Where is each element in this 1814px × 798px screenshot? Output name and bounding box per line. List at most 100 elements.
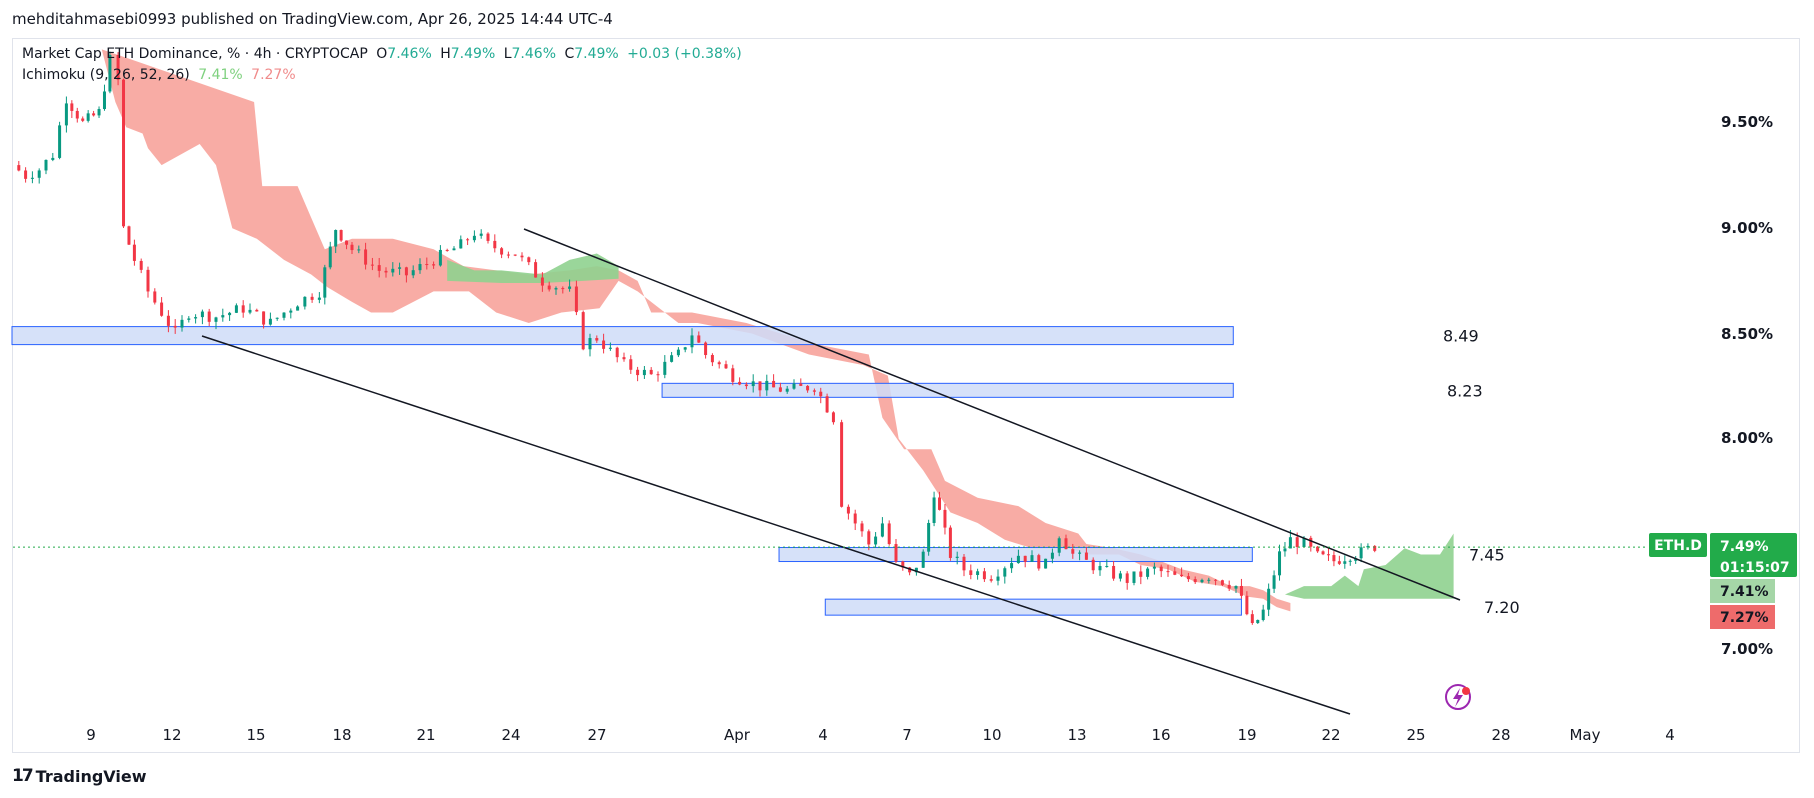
candle-body <box>153 291 157 303</box>
last-price-value: 7.49% <box>1720 539 1769 555</box>
candle-body <box>880 523 884 537</box>
candle-body <box>1112 565 1116 579</box>
candle-body <box>1337 561 1341 564</box>
candle-body <box>432 264 436 266</box>
candle-body <box>982 571 986 580</box>
candle-body <box>513 254 517 256</box>
candle-body <box>1278 551 1282 576</box>
cloud-bullish-region <box>447 253 619 283</box>
candle-body <box>275 317 279 319</box>
candle-body <box>438 249 442 266</box>
candle-body <box>1283 548 1287 552</box>
candle-body <box>724 364 728 369</box>
candle-body <box>825 396 829 413</box>
candle-body <box>310 296 314 300</box>
y-tick-label: 9.50% <box>1721 113 1773 131</box>
y-tick-label: 8.50% <box>1721 325 1773 343</box>
candle-body <box>717 362 721 365</box>
ohlc-change: +0.03 (+0.38%) <box>627 46 742 62</box>
candle-body <box>602 340 606 349</box>
candle-body <box>534 262 538 278</box>
x-tick-label: 18 <box>332 726 351 744</box>
candle-body <box>1239 585 1243 596</box>
candle-body <box>792 383 796 389</box>
level-label-7.45: 7.45 <box>1469 546 1505 565</box>
candle-body <box>166 315 170 326</box>
candle-body <box>303 296 307 307</box>
candle-body <box>268 318 272 325</box>
support-resistance-zones: 8.49 8.23 7.45 7.20 <box>11 326 1520 617</box>
candle-body <box>296 306 300 311</box>
candle-body <box>108 54 112 92</box>
x-tick-label: 22 <box>1321 726 1340 744</box>
candle-body <box>328 246 332 268</box>
candle-body <box>1256 619 1260 624</box>
candles <box>17 51 1377 625</box>
candle-body <box>391 268 395 273</box>
indicator-value-a: 7.41% <box>198 67 243 83</box>
candle-body <box>1359 547 1363 559</box>
indicator-legend-row[interactable]: Ichimoku (9, 26, 52, 26) 7.41% 7.27% <box>22 65 746 86</box>
candle-body <box>234 305 238 313</box>
candle-body <box>370 264 374 266</box>
publish-line: mehditahmasebi0993 published on TradingV… <box>12 10 613 28</box>
candle-body <box>44 159 48 171</box>
candle-body <box>364 249 368 265</box>
candle-body <box>943 509 947 528</box>
candle-body <box>1125 573 1129 583</box>
candle-body <box>1321 551 1325 555</box>
candle-body <box>738 381 742 385</box>
candle-body <box>1373 545 1377 551</box>
trendlines <box>201 228 1461 715</box>
candle-body <box>70 103 74 111</box>
candle-body <box>1152 566 1156 569</box>
candle-body <box>132 244 136 261</box>
ichimoku-tag-b-label: 7.27% <box>1720 610 1769 626</box>
candle-body <box>173 325 177 328</box>
candle-body <box>996 576 1000 581</box>
candle-body <box>690 335 694 348</box>
candle-body <box>874 536 878 545</box>
x-tick-label: 28 <box>1491 726 1510 744</box>
candle-body <box>574 286 578 313</box>
candle-body <box>1354 558 1358 561</box>
x-tick-label: 24 <box>501 726 520 744</box>
last-price-tag <box>1710 533 1797 577</box>
candle-body <box>840 422 844 507</box>
candle-body <box>282 312 286 318</box>
candle-body <box>64 103 68 126</box>
candle-body <box>345 240 349 245</box>
candle-body <box>1057 538 1061 553</box>
ichimoku-tag-b <box>1710 605 1775 629</box>
candle-body <box>1166 571 1170 573</box>
cloud-bullish-future <box>1284 533 1454 599</box>
candle-body <box>1309 537 1313 547</box>
ohlc-low: L7.46% <box>503 46 556 62</box>
candle-body <box>561 288 565 290</box>
tradingview-brand[interactable]: 17 TradingView <box>12 766 147 786</box>
trendline-2 <box>523 228 1461 601</box>
candle-body <box>241 305 245 313</box>
candle-body <box>527 257 531 263</box>
candle-body <box>102 91 106 110</box>
x-tick-label: 13 <box>1067 726 1086 744</box>
candle-body <box>1118 573 1122 579</box>
candle-body <box>955 556 959 558</box>
x-tick-label: 9 <box>86 726 96 744</box>
candle-body <box>568 286 572 289</box>
candle-body <box>1332 555 1336 562</box>
candle-body <box>404 267 408 276</box>
candle-body <box>608 347 612 349</box>
candle-body <box>81 118 85 121</box>
lightning-icon[interactable] <box>1445 684 1471 710</box>
candle-body <box>867 531 871 545</box>
candle-body <box>772 380 776 388</box>
candle-body <box>1098 565 1102 571</box>
candle-body <box>207 311 211 322</box>
candle-body <box>1186 576 1190 580</box>
candle-body <box>17 165 21 171</box>
candle-body <box>1037 555 1041 569</box>
candle-body <box>1220 580 1224 585</box>
price-tags: ETH.D 7.49% 01:15:07 7.41% 7.27% <box>1649 533 1797 629</box>
